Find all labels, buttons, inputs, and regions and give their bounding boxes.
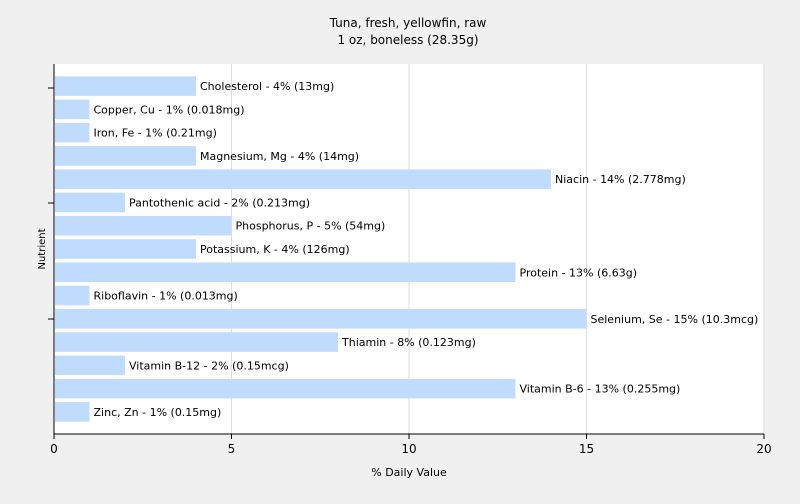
bar	[55, 215, 232, 236]
bar	[55, 285, 90, 306]
bar	[55, 146, 196, 166]
bar	[55, 332, 338, 352]
bar-label: Niacin - 14% (2.778mg)	[555, 173, 686, 186]
bar	[55, 309, 587, 329]
bar	[55, 355, 125, 376]
bar-label: Phosphorus, P - 5% (54mg)	[236, 220, 386, 233]
axes: 0 5 10 15 20	[48, 64, 772, 456]
bar-label: Vitamin B-6 - 13% (0.255mg)	[520, 383, 681, 396]
bar	[55, 192, 125, 213]
bar-label: Vitamin B-12 - 2% (0.15mcg)	[129, 359, 289, 372]
bar-label: Thiamin - 8% (0.123mg)	[341, 336, 476, 349]
bar-label: Pantothenic acid - 2% (0.213mg)	[129, 196, 310, 209]
bar	[55, 378, 516, 399]
x-tick-label: 10	[401, 442, 416, 456]
bar	[55, 239, 196, 259]
bar-label: Iron, Fe - 1% (0.21mg)	[94, 127, 217, 140]
gridlines	[231, 64, 765, 434]
x-tick-label: 0	[50, 442, 58, 456]
bar	[55, 99, 90, 120]
bar-label: Potassium, K - 4% (126mg)	[200, 243, 350, 256]
bar-label: Selenium, Se - 15% (10.3mcg)	[591, 313, 759, 326]
bars: Cholesterol - 4% (13mg) Copper, Cu - 1% (…	[55, 76, 759, 422]
bar	[55, 169, 551, 189]
bar-label: Magnesium, Mg - 4% (14mg)	[200, 150, 359, 163]
bar-label: Protein - 13% (6.63g)	[520, 266, 638, 279]
chart-title: Tuna, fresh, yellowfin, raw	[329, 16, 487, 30]
bar	[55, 262, 516, 283]
x-tick-label: 15	[579, 442, 594, 456]
x-tick-label: 20	[756, 442, 771, 456]
y-axis-label: Nutrient	[37, 228, 48, 269]
x-axis-label: % Daily Value	[371, 466, 447, 479]
bar-label: Riboflavin - 1% (0.013mg)	[94, 290, 238, 303]
bar	[55, 402, 90, 422]
bar	[55, 122, 90, 143]
bar-label: Zinc, Zn - 1% (0.15mg)	[94, 406, 222, 419]
chart-subtitle: 1 oz, boneless (28.35g)	[337, 33, 478, 47]
bar-label: Cholesterol - 4% (13mg)	[200, 80, 334, 93]
x-tick-label: 5	[228, 442, 236, 456]
bar-label: Copper, Cu - 1% (0.018mg)	[94, 103, 245, 116]
bar	[55, 76, 196, 96]
